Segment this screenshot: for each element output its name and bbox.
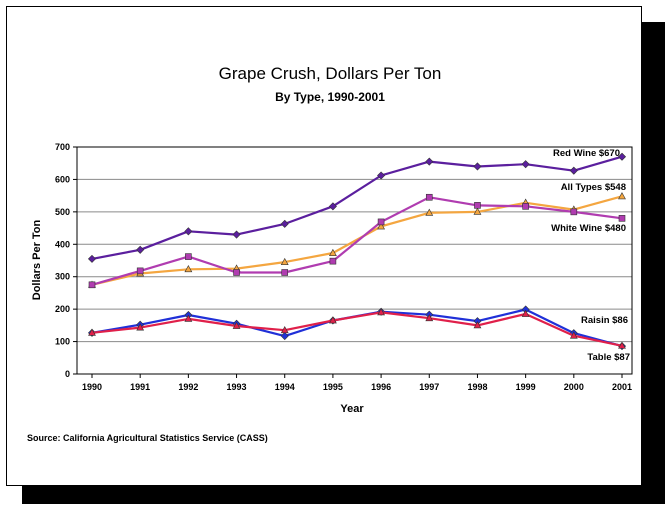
data-point [473,162,482,171]
x-tick-label: 1990 [82,382,102,392]
annotation-red-wine: Red Wine $670 [553,148,620,159]
series-line-table [91,311,623,347]
series-line-raisin [91,308,623,348]
data-point [425,208,434,216]
data-point [88,328,96,336]
x-tick-label: 1994 [275,382,295,392]
data-point [474,202,481,209]
y-tick-label: 200 [55,304,70,314]
series-line-white-wine [91,196,623,286]
x-tick-label: 1995 [323,382,343,392]
x-tick-label: 1991 [130,382,150,392]
y-tick-label: 600 [55,174,70,184]
data-point [136,245,145,254]
data-point [473,321,482,329]
data-point [232,230,241,239]
data-point [377,171,386,180]
y-axis-title: Dollars Per Ton [31,219,43,300]
y-tick-label: 400 [55,239,70,249]
data-point [329,248,337,256]
data-point [377,308,385,316]
x-tick-label: 1996 [371,382,391,392]
y-tick-label: 100 [55,337,70,347]
data-point [184,227,193,236]
data-point [618,192,626,200]
x-tick-label: 1997 [419,382,439,392]
source-note: Source: California Agricultural Statisti… [27,433,268,443]
x-tick-label: 1992 [178,382,198,392]
y-tick-label: 700 [55,142,70,152]
annotation-raisin: Raisin $86 [581,315,628,326]
data-point [136,323,145,331]
x-axis-title: Year [340,403,364,415]
data-point [232,321,241,329]
data-point [281,269,289,276]
data-point [184,314,193,322]
data-point [425,193,433,201]
series-table [88,308,626,349]
data-point [329,316,337,324]
annotation-white-wine: White Wine $480 [551,223,626,234]
data-point [280,332,289,341]
chart-card [6,6,642,486]
y-tick-label: 500 [55,207,70,217]
x-tick-label: 1999 [516,382,536,392]
y-tick-label: 300 [55,272,70,282]
x-tick-label: 1998 [467,382,487,392]
series-line-red-wine [91,155,623,260]
series-red-wine [87,152,627,263]
data-point [570,208,578,216]
data-point [425,313,434,322]
data-point [136,267,144,275]
x-tick-label: 2000 [564,382,584,392]
x-tick-labels: 1990 1991 1992 1993 1994 1995 1996 1997 1998 1999… [82,374,632,392]
data-point [280,257,289,266]
series-white-wine [88,193,626,289]
data-point [522,203,529,210]
data-point [569,166,578,175]
gridlines [77,178,632,343]
series-all-types [88,192,626,288]
plot-frame [76,146,633,375]
chart-subtitle: By Type, 1990-2001 [275,90,385,104]
data-point [233,269,240,276]
annotation-all-types: All Types $548 [561,182,626,193]
x-tick-label: 2001 [612,382,632,392]
data-point [377,218,385,226]
data-point [280,325,289,334]
data-point [87,254,97,263]
data-point [618,341,626,349]
data-point [329,257,337,265]
data-point [618,215,626,222]
data-point [569,331,578,339]
x-tick-label: 1993 [227,382,247,392]
data-point [521,160,530,169]
annotation-table: Table $87 [587,352,630,363]
y-tick-labels: 0 100 200 300 400 500 600 700 [55,142,77,379]
data-point [617,152,627,161]
data-point [377,222,385,230]
data-point [185,253,192,260]
data-point [473,207,482,215]
data-point [184,265,193,273]
data-point [521,309,530,317]
series-line-all-types [91,195,623,286]
y-tick-label: 0 [65,369,70,379]
data-point [425,157,434,166]
data-point [88,281,96,289]
series-raisin [87,305,627,351]
chart-title: Grape Crush, Dollars Per Ton [219,64,442,83]
data-point [328,202,337,211]
data-point [280,219,289,228]
series-lines [87,152,627,351]
